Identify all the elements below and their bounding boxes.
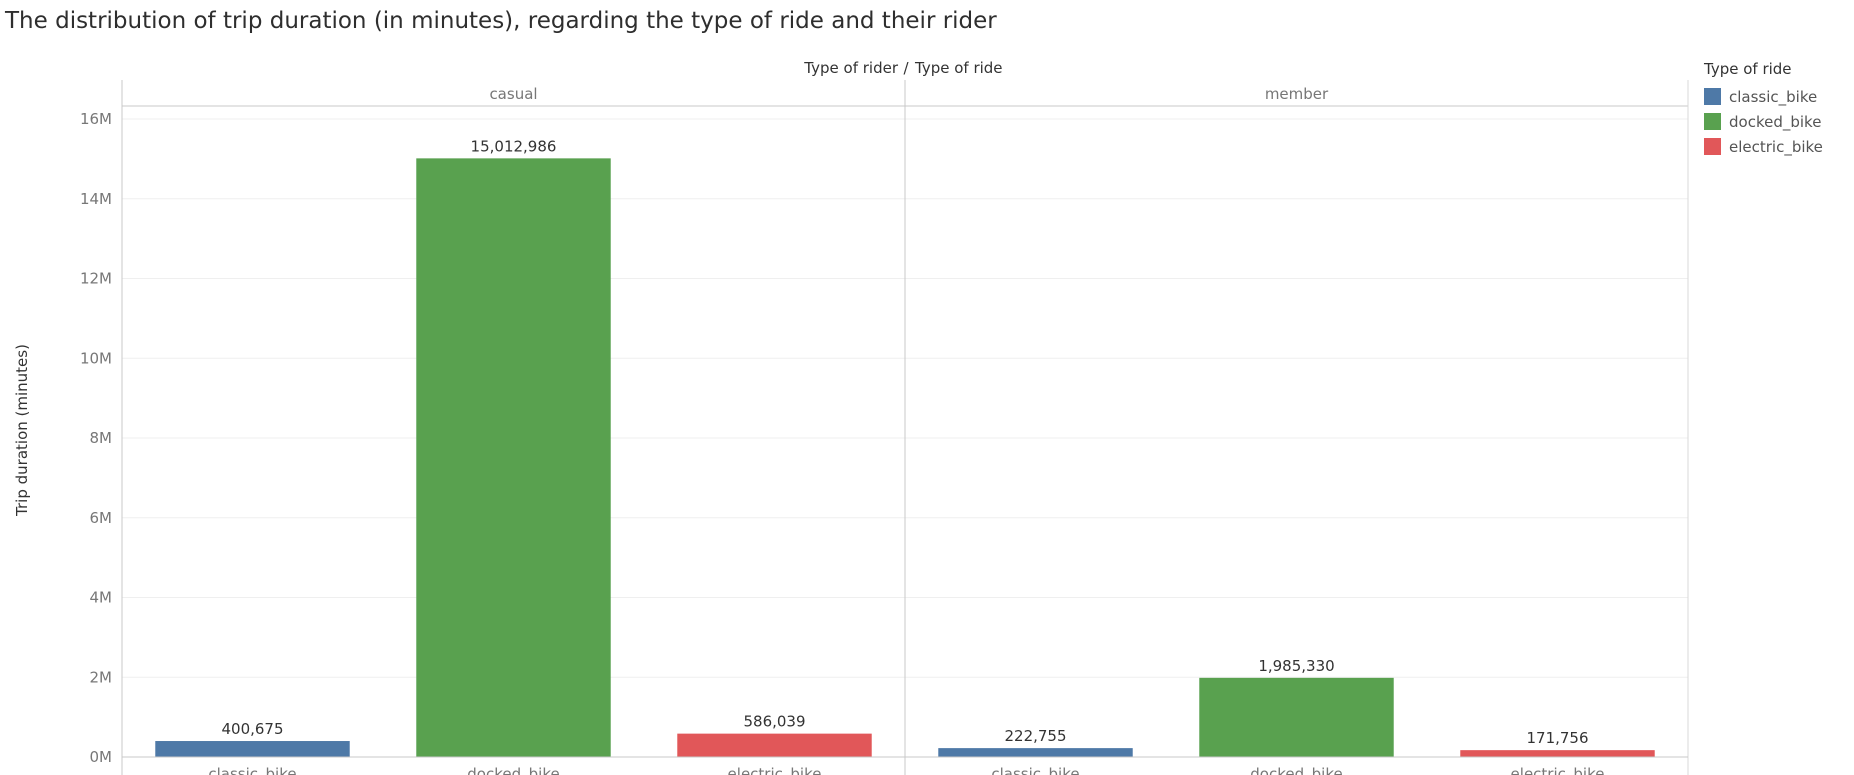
legend-label: classic_bike bbox=[1729, 87, 1818, 106]
y-tick-label: 4M bbox=[90, 589, 113, 607]
y-tick-label: 12M bbox=[80, 270, 112, 288]
legend-item-classic-bike[interactable]: classic_bike bbox=[1704, 84, 1823, 109]
x-tick-label: docked_bike bbox=[467, 765, 559, 775]
y-axis-label: Trip duration (minutes) bbox=[13, 344, 31, 517]
y-tick-label: 0M bbox=[90, 748, 113, 766]
legend-item-electric-bike[interactable]: electric_bike bbox=[1704, 134, 1823, 159]
y-tick-label: 6M bbox=[90, 509, 113, 527]
panel-header-casual: casual bbox=[489, 85, 537, 103]
data-label: 586,039 bbox=[743, 713, 805, 731]
legend-label: electric_bike bbox=[1729, 137, 1823, 156]
bar-member-docked_bike bbox=[1199, 677, 1394, 757]
legend-swatch bbox=[1704, 113, 1721, 130]
y-tick-label: 10M bbox=[80, 349, 112, 367]
legend-label: docked_bike bbox=[1729, 112, 1822, 131]
bar-casual-docked_bike bbox=[416, 158, 611, 757]
data-label: 1,985,330 bbox=[1258, 657, 1334, 675]
chart-title: The distribution of trip duration (in mi… bbox=[5, 8, 997, 34]
legend-title: Type of ride bbox=[1704, 60, 1792, 78]
y-tick-label: 2M bbox=[90, 668, 113, 686]
data-label: 222,755 bbox=[1004, 727, 1066, 745]
panel-header-member: member bbox=[1265, 85, 1329, 103]
y-tick-label: 14M bbox=[80, 190, 112, 208]
bar-member-electric_bike bbox=[1460, 750, 1655, 757]
y-tick-label: 16M bbox=[80, 110, 112, 128]
x-tick-label: classic_bike bbox=[208, 765, 296, 775]
header-rider-label: Type of rider bbox=[803, 59, 899, 77]
header-ride-label: Type of ride bbox=[914, 59, 1003, 77]
legend: Type of ride classic_bike docked_bike el… bbox=[1704, 60, 1823, 159]
legend-swatch bbox=[1704, 88, 1721, 105]
data-label: 400,675 bbox=[221, 720, 283, 738]
legend-item-docked-bike[interactable]: docked_bike bbox=[1704, 109, 1823, 134]
data-label: 171,756 bbox=[1526, 729, 1588, 747]
x-tick-label: electric_bike bbox=[728, 765, 822, 775]
legend-swatch bbox=[1704, 138, 1721, 155]
header-separator: / bbox=[903, 59, 909, 77]
bar-member-classic_bike bbox=[938, 748, 1133, 757]
x-tick-label: classic_bike bbox=[991, 765, 1079, 775]
data-label: 15,012,986 bbox=[471, 137, 557, 155]
x-tick-label: docked_bike bbox=[1250, 765, 1342, 775]
y-tick-label: 8M bbox=[90, 429, 113, 447]
bar-casual-electric_bike bbox=[677, 733, 872, 757]
x-tick-label: electric_bike bbox=[1511, 765, 1605, 775]
bar-casual-classic_bike bbox=[155, 741, 350, 757]
